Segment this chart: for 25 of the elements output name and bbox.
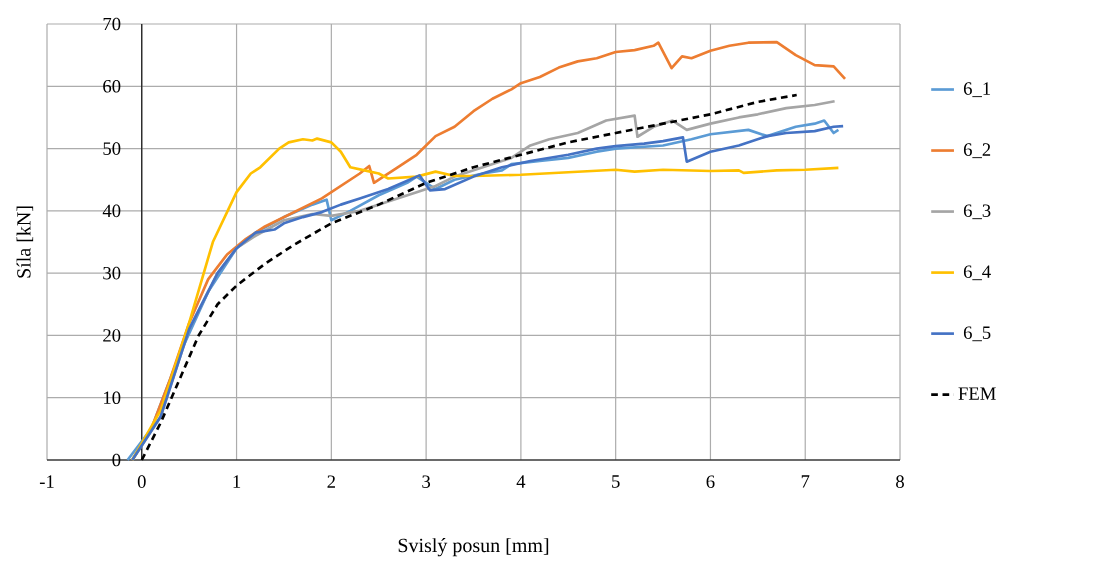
x-tick-label: 1 (233, 475, 241, 488)
x-tick-label: 7 (801, 475, 810, 488)
x-tick-label: 5 (612, 475, 620, 488)
y-tick-label: 70 (103, 17, 121, 31)
x-axis-title: Svislý posun [mm] (398, 538, 549, 557)
x-tick-label: 0 (137, 475, 146, 488)
legend-label: 6_5 (963, 326, 991, 342)
legend-label: 6_4 (963, 265, 991, 281)
x-tick-label: -1 (39, 475, 54, 488)
y-axis-title: Síla [kN] (16, 206, 34, 278)
y-tick-label: 40 (102, 204, 121, 218)
x-tick-label: 6 (706, 475, 715, 488)
y-tick-label: 10 (104, 391, 121, 405)
y-tick-label: 20 (103, 329, 121, 342)
legend-label: 6_1 (963, 82, 991, 98)
x-tick-label: 4 (516, 475, 526, 488)
legend-label: FEM (958, 387, 996, 400)
legend-label: 6_3 (963, 204, 991, 220)
x-tick-label: 3 (422, 475, 431, 488)
y-tick-label: 30 (103, 266, 121, 280)
x-tick-label: 8 (896, 475, 904, 488)
y-tick-label: 60 (103, 79, 121, 93)
x-tick-label: 2 (327, 475, 335, 488)
y-tick-label: 50 (103, 142, 121, 155)
legend-label: 6_2 (963, 143, 991, 159)
